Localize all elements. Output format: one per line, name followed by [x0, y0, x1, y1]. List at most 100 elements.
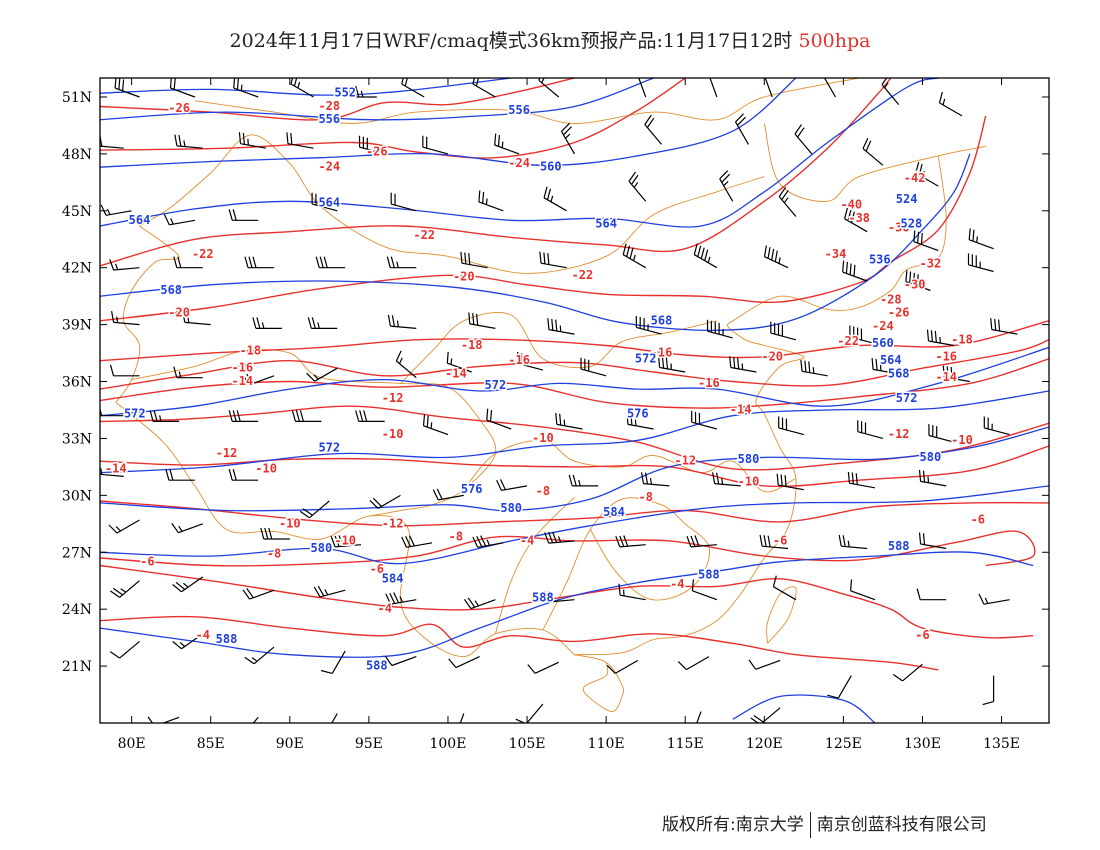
- wind-barb: [881, 78, 900, 105]
- temperature-label: -36: [888, 220, 910, 234]
- x-tick-label: 95E: [355, 736, 383, 752]
- wind-barb: [618, 583, 646, 601]
- wind-barb: [109, 640, 140, 659]
- wind-barb: [764, 78, 773, 98]
- height-contour: [100, 78, 512, 96]
- wind-barb: [320, 650, 346, 674]
- temperature-label: -6: [370, 562, 384, 576]
- height-label: 584: [603, 505, 625, 519]
- temperature-label: -6: [971, 513, 985, 527]
- wind-barb: [228, 410, 259, 422]
- temperature-label: -18: [461, 338, 483, 352]
- wind-barb: [355, 410, 385, 422]
- wind-barb: [252, 317, 282, 329]
- height-label: 580: [311, 541, 333, 555]
- y-tick-label: 45N: [62, 204, 92, 220]
- temperature-label: -32: [920, 256, 942, 270]
- wind-barb: [800, 359, 828, 377]
- height-contour: [100, 346, 1049, 417]
- temperature-label: -16: [231, 361, 253, 375]
- height-contour: [100, 78, 797, 168]
- temperature-label: -24: [872, 319, 894, 333]
- temperature-label: -22: [192, 247, 214, 261]
- wind-barb: [776, 473, 804, 491]
- wind-barb: [693, 243, 718, 269]
- wind-barb: [385, 592, 417, 605]
- height-label: 528: [901, 217, 923, 231]
- copyright-footer: 版权所有:南京大学 南京创蓝科技有限公司: [662, 810, 987, 838]
- temperature-label: -8: [638, 490, 652, 504]
- height-label: 584: [382, 571, 404, 585]
- wind-barb: [331, 713, 338, 723]
- temperature-label: -20: [168, 306, 190, 320]
- wind-barb: [938, 91, 963, 117]
- height-contour-layer: [100, 78, 1049, 723]
- temperature-label: -22: [572, 268, 594, 282]
- wind-barb: [706, 319, 733, 339]
- temperature-label: -8: [267, 547, 281, 561]
- wind-barb: [395, 350, 417, 379]
- wind-barb: [390, 192, 417, 212]
- temperature-label: -6: [915, 628, 929, 642]
- wind-barb: [547, 318, 575, 335]
- height-label: 560: [540, 160, 562, 174]
- height-label: 580: [738, 452, 760, 466]
- wind-barb: [330, 535, 362, 548]
- y-tick-label: 33N: [62, 431, 92, 447]
- wind-barb: [432, 488, 464, 501]
- temperature-label: -12: [382, 391, 404, 405]
- height-label: 576: [627, 406, 649, 420]
- temperature-label: -26: [168, 101, 190, 115]
- temperature-label: -10: [951, 433, 973, 447]
- wind-barb: [171, 523, 204, 534]
- boundary-line: [763, 123, 986, 202]
- temperature-contour: [100, 78, 686, 159]
- temperature-label: -20: [761, 349, 783, 363]
- temperature-label: -4: [196, 628, 210, 642]
- wind-barb: [750, 707, 781, 723]
- wind-barb: [844, 207, 868, 233]
- wind-barb: [622, 243, 647, 269]
- wind-barb: [918, 532, 947, 550]
- x-tick-label: 115E: [667, 736, 704, 752]
- boundary-line: [542, 497, 711, 631]
- wind-barb: [978, 593, 1010, 605]
- wind-barb: [387, 314, 417, 329]
- temperature-label: -14: [105, 461, 127, 475]
- temperature-label: -4: [670, 577, 684, 591]
- wind-barb: [347, 85, 377, 98]
- x-tick-label: 85E: [197, 736, 225, 752]
- temperature-contour: [100, 320, 1049, 362]
- wind-barb: [244, 256, 274, 269]
- wind-barb: [871, 358, 899, 375]
- wind-barb: [847, 471, 876, 489]
- height-label: 556: [318, 112, 340, 126]
- temperature-label: -22: [413, 228, 435, 242]
- wind-barb: [149, 410, 180, 422]
- wind-barb: [606, 659, 639, 674]
- height-label: 572: [124, 406, 146, 420]
- wind-barb: [174, 134, 203, 149]
- height-label: 588: [888, 539, 910, 553]
- temperature-label: -6: [773, 533, 787, 547]
- wind-barb: [640, 472, 670, 487]
- temperature-label: -26: [366, 145, 388, 159]
- wind-barb: [384, 655, 417, 667]
- map-title: 2024年11月17日WRF/cmaq模式36km预报产品:11月17日12时 …: [0, 26, 1100, 53]
- x-tick-label: 90E: [276, 736, 304, 752]
- height-label: 588: [216, 632, 238, 646]
- wind-barb: [915, 161, 939, 187]
- temperature-label: -34: [825, 247, 847, 261]
- height-contour: [100, 551, 1034, 658]
- wind-barb: [686, 535, 717, 548]
- temperature-label: -24: [318, 160, 340, 174]
- x-tick-label: 120E: [746, 736, 783, 752]
- wind-barb: [568, 474, 599, 487]
- axis-layer: 80E 85E 90E 95E 100E 105E 110E 115E 120E 125E 130E…: [62, 78, 1049, 752]
- height-label: 552: [334, 86, 356, 100]
- boundary-line: [115, 402, 575, 658]
- height-label: 568: [160, 283, 182, 297]
- wind-barb: [928, 424, 955, 443]
- temperature-label: -28: [880, 293, 902, 307]
- boundary-line: [400, 312, 718, 384]
